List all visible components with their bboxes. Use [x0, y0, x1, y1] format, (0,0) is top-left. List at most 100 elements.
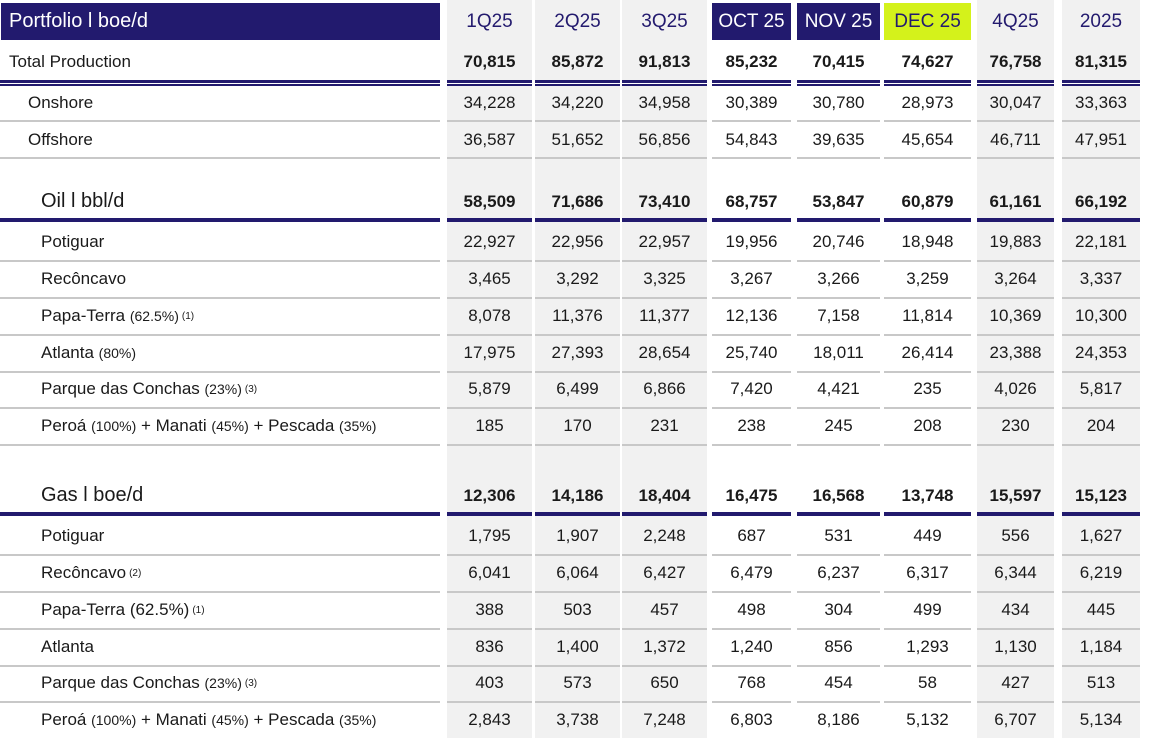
row-separator [0, 297, 440, 299]
oil-field-row: Peroá (100%) + Manati (45%) + Pescada (3… [0, 408, 1149, 444]
row-separator [447, 218, 532, 222]
row-separator [1062, 371, 1140, 373]
row-label-text: Parque das Conchas [41, 379, 200, 398]
value-cell: 231 [650, 416, 679, 435]
value-cell: 11,376 [552, 306, 603, 325]
row-label-text: Offshore [28, 130, 93, 149]
share-percent: (23%) [204, 381, 242, 397]
row-separator [977, 157, 1054, 159]
value-cell: 2,248 [643, 526, 686, 545]
value-cell: 1,240 [730, 637, 773, 656]
value-cell: 6,237 [817, 563, 860, 582]
row-separator [1062, 665, 1140, 667]
value-cell: 238 [737, 416, 766, 435]
value-cell: 34,228 [463, 93, 516, 112]
value-cell: 11,814 [902, 306, 953, 325]
row-separator [447, 334, 532, 336]
column-shade [622, 0, 707, 738]
row-separator [884, 218, 971, 222]
row-label: Atlanta (80%) [41, 335, 136, 371]
value-cell: 22,956 [551, 232, 604, 251]
share-percent: (23%) [204, 675, 242, 691]
row-separator [622, 218, 707, 222]
column-header: NOV 25 [797, 3, 880, 40]
value-cell: 245 [824, 416, 853, 435]
value-cell: 81,315 [1075, 51, 1127, 71]
value-cell: 30,389 [725, 93, 778, 112]
row-separator [1062, 407, 1140, 409]
row-separator [622, 371, 707, 373]
column-header: 1Q25 [466, 10, 513, 32]
value-cell: 1,184 [1079, 637, 1123, 656]
row-separator [535, 297, 620, 299]
row-label: Atlanta [41, 629, 94, 665]
value-cell: 1,400 [556, 637, 599, 656]
value-cell: 14,186 [551, 485, 604, 505]
row-separator [622, 665, 707, 667]
row-label-text: Atlanta [41, 637, 94, 656]
row-label-text: Onshore [28, 93, 94, 112]
oil-field-row: Papa-Terra (62.5%) (1) 8,078 11,376 11,377 12… [0, 298, 1149, 334]
value-cell: 1,130 [994, 637, 1037, 656]
row-label: Onshore [28, 86, 93, 120]
row-separator [535, 701, 620, 703]
value-cell: 47,951 [1075, 130, 1127, 149]
row-separator [535, 218, 620, 222]
row-separator [797, 512, 880, 516]
row-separator [535, 665, 620, 667]
row-separator [535, 371, 620, 373]
value-cell: 449 [913, 526, 942, 545]
value-cell: 58 [918, 673, 937, 692]
row-separator [447, 157, 532, 159]
footnote-marker: (3) [244, 383, 258, 395]
row-separator [977, 554, 1054, 556]
row-separator [797, 218, 880, 222]
value-cell: 7,248 [643, 710, 686, 729]
row-separator [0, 444, 440, 446]
row-label: Offshore [28, 123, 93, 157]
row-separator [535, 407, 620, 409]
row-separator [0, 512, 440, 516]
value-cell: 16,568 [812, 485, 865, 505]
row-label-text: Gas l boe/d [41, 484, 144, 506]
value-cell: 3,325 [643, 269, 686, 288]
row-separator [712, 371, 791, 373]
row-separator [0, 665, 440, 667]
value-cell: 170 [563, 416, 592, 435]
row-separator [797, 554, 880, 556]
value-cell: 58,509 [463, 191, 516, 211]
row-separator [535, 444, 620, 446]
column-header: 2025 [1079, 10, 1123, 32]
row-separator [977, 218, 1054, 222]
value-cell: 74,627 [901, 51, 954, 71]
value-cell: 5,134 [1079, 710, 1123, 729]
row-label: Papa-Terra (62.5%) (1) [41, 298, 194, 334]
row-label-text: Papa-Terra [41, 306, 126, 325]
row-separator [797, 334, 880, 336]
row-separator [622, 701, 707, 703]
value-cell: 10,369 [989, 306, 1042, 325]
row-separator [622, 297, 707, 299]
row-label-text: + Pescada [253, 416, 335, 435]
row-separator [884, 120, 971, 122]
row-separator [535, 628, 620, 630]
row-label: Gas l boe/d [41, 478, 143, 513]
row-separator [884, 80, 971, 86]
row-separator [535, 260, 620, 262]
row-separator [797, 120, 880, 122]
row-separator [447, 407, 532, 409]
value-cell: 27,393 [551, 343, 604, 362]
row-separator [1062, 701, 1140, 703]
row-separator [977, 297, 1054, 299]
row-separator [447, 297, 532, 299]
value-cell: 56,856 [638, 130, 691, 149]
row-separator [1062, 334, 1140, 336]
column-shade [535, 0, 620, 738]
value-cell: 4,026 [994, 379, 1037, 398]
value-cell: 28,654 [638, 343, 691, 362]
share-percent: (62.5%) [129, 308, 179, 324]
row-label: Recôncavo (2) [41, 555, 141, 591]
gas-field-row: Potiguar 1,795 1,907 2,248 687 531 449 556 1,627 [0, 518, 1149, 554]
row-separator [712, 701, 791, 703]
value-cell: 6,041 [468, 563, 511, 582]
